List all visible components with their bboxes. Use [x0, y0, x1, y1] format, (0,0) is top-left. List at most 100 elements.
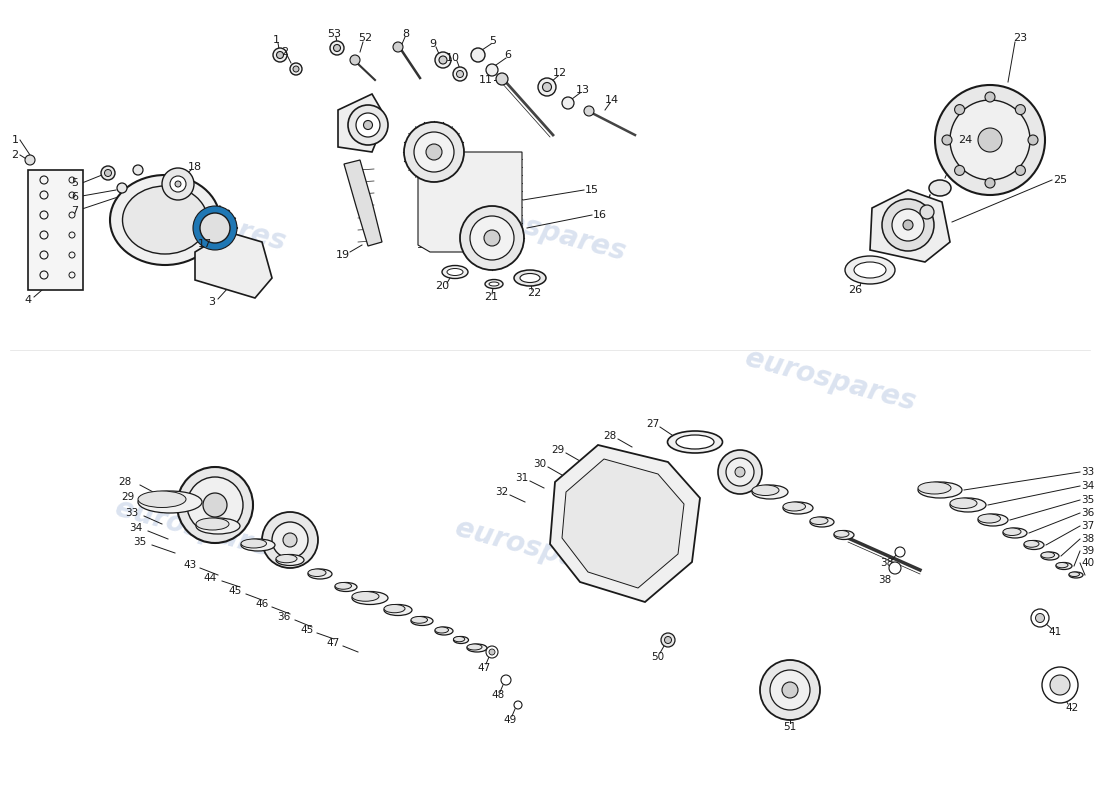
- Text: 2: 2: [11, 150, 19, 160]
- Circle shape: [333, 45, 341, 51]
- Circle shape: [978, 128, 1002, 152]
- Circle shape: [290, 63, 303, 75]
- Text: 5: 5: [72, 178, 78, 188]
- Ellipse shape: [352, 591, 379, 602]
- Ellipse shape: [276, 554, 297, 562]
- Circle shape: [175, 181, 182, 187]
- Circle shape: [460, 206, 524, 270]
- Text: 52: 52: [358, 33, 372, 43]
- Ellipse shape: [411, 617, 433, 626]
- Text: 35: 35: [133, 537, 146, 547]
- Polygon shape: [562, 459, 684, 588]
- Ellipse shape: [485, 279, 503, 289]
- Circle shape: [486, 646, 498, 658]
- Ellipse shape: [918, 482, 952, 494]
- Circle shape: [40, 211, 48, 219]
- Circle shape: [726, 458, 754, 486]
- Text: 1: 1: [11, 135, 19, 145]
- Ellipse shape: [810, 517, 834, 527]
- Ellipse shape: [384, 605, 412, 615]
- Circle shape: [162, 168, 194, 200]
- Ellipse shape: [676, 435, 714, 449]
- Ellipse shape: [241, 539, 275, 551]
- Circle shape: [439, 56, 447, 64]
- Text: 32: 32: [495, 487, 508, 497]
- Text: eurospares: eurospares: [452, 194, 628, 266]
- Text: 34: 34: [1081, 481, 1094, 491]
- Circle shape: [363, 121, 373, 130]
- Ellipse shape: [783, 502, 805, 511]
- Ellipse shape: [384, 605, 405, 613]
- Text: 42: 42: [1066, 703, 1079, 713]
- Circle shape: [1035, 614, 1045, 622]
- Text: 8: 8: [403, 29, 409, 39]
- Ellipse shape: [514, 270, 546, 286]
- Ellipse shape: [1041, 552, 1055, 558]
- Circle shape: [760, 660, 820, 720]
- Ellipse shape: [468, 644, 482, 650]
- Circle shape: [735, 467, 745, 477]
- Ellipse shape: [1056, 562, 1072, 570]
- Ellipse shape: [918, 482, 962, 498]
- Circle shape: [348, 105, 388, 145]
- Circle shape: [882, 199, 934, 251]
- Ellipse shape: [978, 514, 1001, 523]
- Circle shape: [935, 85, 1045, 195]
- Text: eurospares: eurospares: [111, 494, 288, 566]
- Circle shape: [262, 512, 318, 568]
- Circle shape: [192, 206, 236, 250]
- Text: 22: 22: [527, 288, 541, 298]
- Circle shape: [204, 493, 227, 517]
- Text: 28: 28: [604, 431, 617, 441]
- Polygon shape: [550, 445, 700, 602]
- Circle shape: [1015, 166, 1025, 175]
- Bar: [28, 170, 82, 290]
- Text: 27: 27: [647, 419, 660, 429]
- Circle shape: [942, 135, 952, 145]
- Polygon shape: [195, 232, 272, 298]
- Text: 48: 48: [492, 690, 505, 700]
- Circle shape: [426, 144, 442, 160]
- Text: 3: 3: [209, 297, 216, 307]
- Circle shape: [562, 97, 574, 109]
- Polygon shape: [338, 94, 386, 152]
- Ellipse shape: [1003, 528, 1027, 538]
- Ellipse shape: [1003, 528, 1021, 535]
- Text: eurospares: eurospares: [452, 514, 628, 586]
- Text: 29: 29: [121, 492, 134, 502]
- Circle shape: [200, 213, 230, 243]
- Text: 13: 13: [576, 85, 590, 95]
- Ellipse shape: [752, 485, 779, 495]
- Text: 7: 7: [72, 206, 78, 216]
- Ellipse shape: [196, 518, 229, 530]
- Text: 20: 20: [434, 281, 449, 291]
- Text: 29: 29: [551, 445, 564, 455]
- Text: 35: 35: [1081, 495, 1094, 505]
- Circle shape: [273, 48, 287, 62]
- Polygon shape: [344, 160, 382, 246]
- Text: 47: 47: [327, 638, 340, 648]
- Circle shape: [40, 231, 48, 239]
- Circle shape: [330, 41, 344, 55]
- Circle shape: [117, 183, 126, 193]
- Circle shape: [661, 633, 675, 647]
- Circle shape: [187, 477, 243, 533]
- Circle shape: [272, 522, 308, 558]
- Circle shape: [984, 92, 996, 102]
- Circle shape: [356, 113, 380, 137]
- Text: 6: 6: [505, 50, 512, 60]
- Circle shape: [69, 252, 75, 258]
- Circle shape: [486, 64, 498, 76]
- Ellipse shape: [1024, 541, 1040, 547]
- Circle shape: [69, 232, 75, 238]
- Text: 1: 1: [273, 35, 279, 45]
- Text: 47: 47: [477, 663, 491, 673]
- Circle shape: [350, 55, 360, 65]
- Circle shape: [25, 155, 35, 165]
- Text: 11: 11: [478, 75, 493, 85]
- Circle shape: [892, 209, 924, 241]
- Ellipse shape: [453, 637, 469, 643]
- Circle shape: [490, 649, 495, 655]
- Ellipse shape: [845, 256, 895, 284]
- Circle shape: [584, 106, 594, 116]
